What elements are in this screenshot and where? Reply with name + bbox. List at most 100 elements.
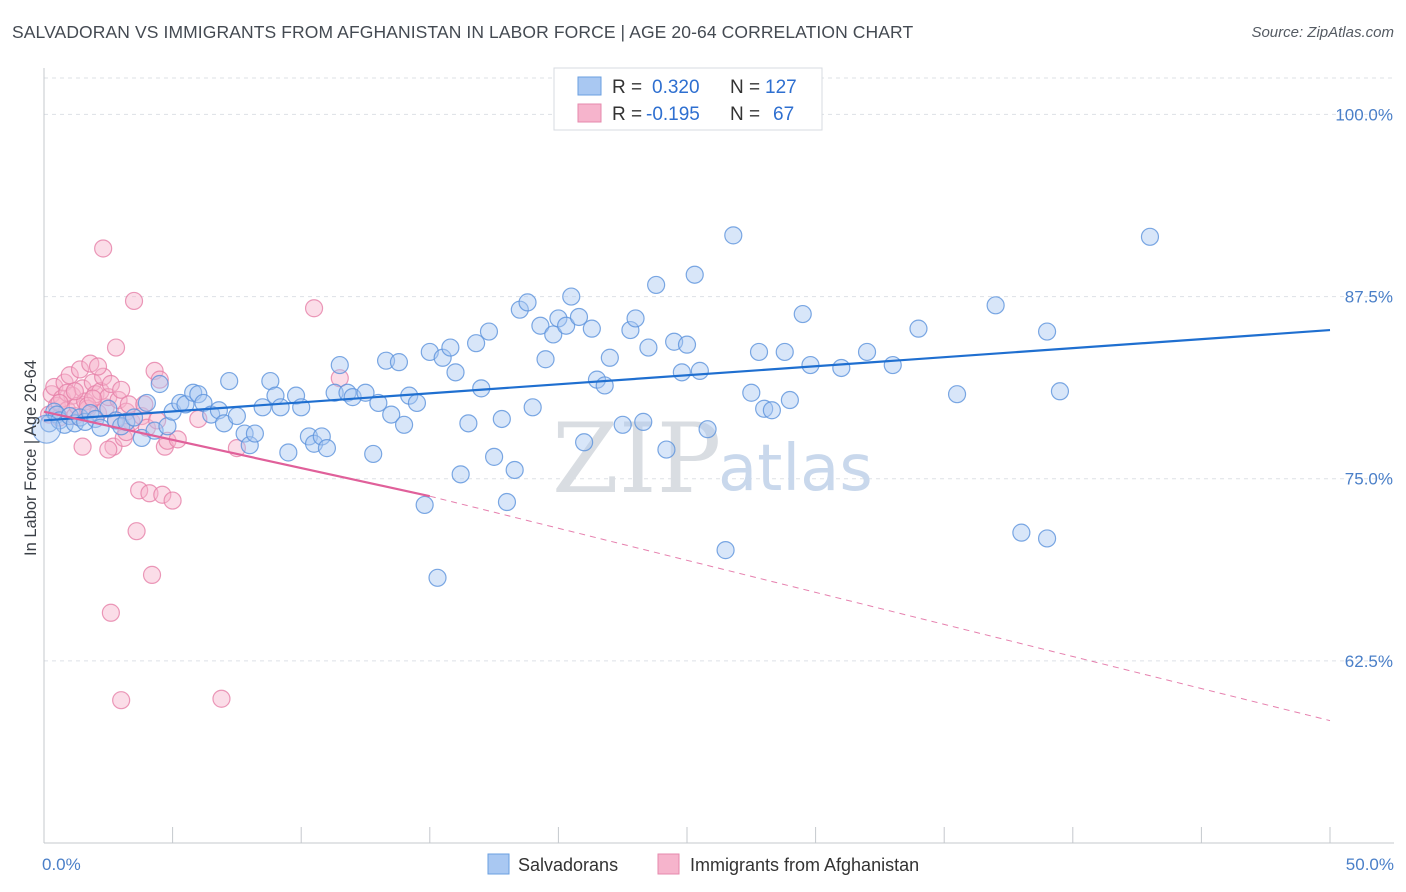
afghanistan-point-35: [130, 481, 149, 500]
grid: [44, 77, 1394, 662]
salvadoran-point-117: [947, 385, 967, 404]
salvadoran-point-41: [286, 386, 306, 405]
series-afghanistan: [40, 239, 349, 710]
legend-r-label-2: R =: [612, 104, 642, 125]
legend-r-value-2: -0.195: [646, 104, 700, 125]
afghanistan-point-51: [101, 603, 120, 622]
afghanistan-point-53: [212, 689, 231, 708]
salvadoran-point-60: [415, 495, 434, 515]
x-ticks: 0.0% 50.0%: [42, 855, 1394, 874]
afghanistan-point-40: [142, 565, 162, 584]
salvadoran-point-118: [986, 296, 1005, 315]
afghanistan-point-56: [73, 437, 92, 456]
salvadoran-point-63: [433, 348, 452, 367]
salvadoran-point-91: [621, 320, 640, 340]
afghanistan-point-28: [112, 380, 131, 399]
salvadoran-point-102: [698, 420, 717, 439]
salvadoran-point-101: [690, 361, 709, 380]
afghanistan-point-43: [150, 370, 169, 389]
legend-n-label-1: N =: [730, 77, 760, 98]
salvadoran-point-85: [575, 433, 594, 452]
salvadoran-point-100: [685, 265, 704, 284]
salvadoran-point-82: [557, 316, 576, 335]
salvadoran-point-98: [672, 363, 691, 382]
afghanistan-point-33: [124, 291, 144, 311]
afghanistan-point-54: [304, 299, 324, 318]
salvadoran-point-99: [677, 335, 697, 354]
salvadoran-point-122: [1050, 382, 1070, 401]
salvadoran-point-121: [1037, 529, 1057, 548]
salvadoran-point-114: [857, 342, 877, 362]
salvadoran-point-18: [137, 393, 156, 413]
salvadoran-point-93: [634, 412, 653, 431]
afghanistan-point-8: [60, 366, 79, 385]
salvadoran-point-55: [382, 405, 401, 424]
salvadoran-point-16: [124, 408, 144, 427]
legend-swatch-pink: [577, 103, 602, 123]
afghanistan-point-63: [65, 382, 84, 401]
bottom-legend-swatch-pink: [657, 853, 680, 875]
salvadoran-point-76: [518, 293, 537, 312]
salvadoran-point-79: [536, 350, 555, 369]
salvadoran-point-26: [189, 385, 208, 404]
trend-lines: [43, 328, 1331, 722]
legend-swatch-blue: [577, 76, 602, 96]
y-tick-label-3: 100.0%: [1335, 105, 1393, 124]
afghanistan-point-52: [112, 691, 131, 710]
afghanistan-trend-extension: [429, 495, 1331, 722]
salvadoran-point-32: [227, 406, 246, 426]
bottom-legend-swatch-blue: [487, 853, 510, 875]
salvadoran-point-34: [240, 436, 259, 455]
legend-n-label-2: N =: [730, 104, 760, 125]
salvadoran-point-40: [279, 443, 298, 462]
salvadoran-point-39: [271, 398, 290, 417]
salvadoran-point-104: [724, 226, 743, 245]
salvadoran-point-116: [909, 319, 928, 338]
y-axis-label: In Labor Force | Age 20-64: [22, 360, 40, 556]
y-ticks: 62.5% 75.0% 87.5% 100.0%: [1335, 105, 1393, 670]
salvadoran-point-47: [325, 383, 344, 402]
salvadoran-point-65: [446, 363, 465, 382]
afghanistan-point-47: [163, 491, 182, 510]
legend: R = 0.320 N = 127 R = -0.195 N = 67: [553, 67, 823, 131]
afghanistan-point-57: [99, 440, 118, 459]
salvadoran-point-74: [505, 460, 524, 480]
salvadoran-point-70: [479, 322, 499, 341]
legend-r-value-1: 0.320: [652, 77, 700, 98]
salvadoran-point-103: [716, 541, 735, 560]
salvadoran-point-92: [626, 309, 645, 328]
salvadoran-point-62: [428, 568, 447, 587]
source-label: Source: ZipAtlas.com: [1251, 24, 1394, 41]
salvadoran-point-94: [639, 338, 658, 357]
afghanistan-point-12: [70, 360, 90, 379]
salvadoran-point-53: [369, 393, 388, 413]
salvadoran-point-86: [582, 319, 601, 338]
salvadoran-point-67: [459, 414, 478, 433]
salvadoran-point-46: [317, 439, 337, 458]
afghanistan-trend-line: [43, 410, 431, 498]
salvadoran-point-96: [657, 440, 676, 459]
salvadoran-point-78: [531, 316, 550, 335]
y-tick-label-2: 87.5%: [1345, 288, 1393, 307]
salvadoran-point-123: [1140, 227, 1160, 246]
salvadoran-point-cluster: [31, 414, 62, 444]
afghanistan-point-44: [153, 485, 172, 504]
salvadoran-point-68: [466, 334, 486, 353]
watermark-atlas: atlas: [718, 432, 873, 506]
salvadoran-point-72: [492, 409, 511, 429]
x-tick-label-0: 0.0%: [42, 855, 81, 874]
salvadoran-point-105: [742, 383, 761, 402]
salvadoran-point-89: [600, 348, 619, 367]
salvadoran-point-113: [832, 358, 851, 378]
salvadoran-point-20: [150, 374, 169, 394]
salvadoran-point-111: [793, 304, 812, 324]
y-tick-label-0: 62.5%: [1345, 652, 1393, 671]
salvadoran-point-36: [253, 398, 272, 417]
salvadoran-point-107: [755, 399, 774, 418]
bottom-legend-afghanistan: Immigrants from Afghanistan: [690, 855, 919, 875]
salvadoran-point-95: [647, 275, 666, 295]
salvadoran-point-56: [389, 353, 409, 372]
salvadoran-point-33: [235, 424, 254, 443]
y-tick-label-1: 75.0%: [1345, 470, 1393, 489]
salvadoran-point-81: [549, 309, 568, 328]
